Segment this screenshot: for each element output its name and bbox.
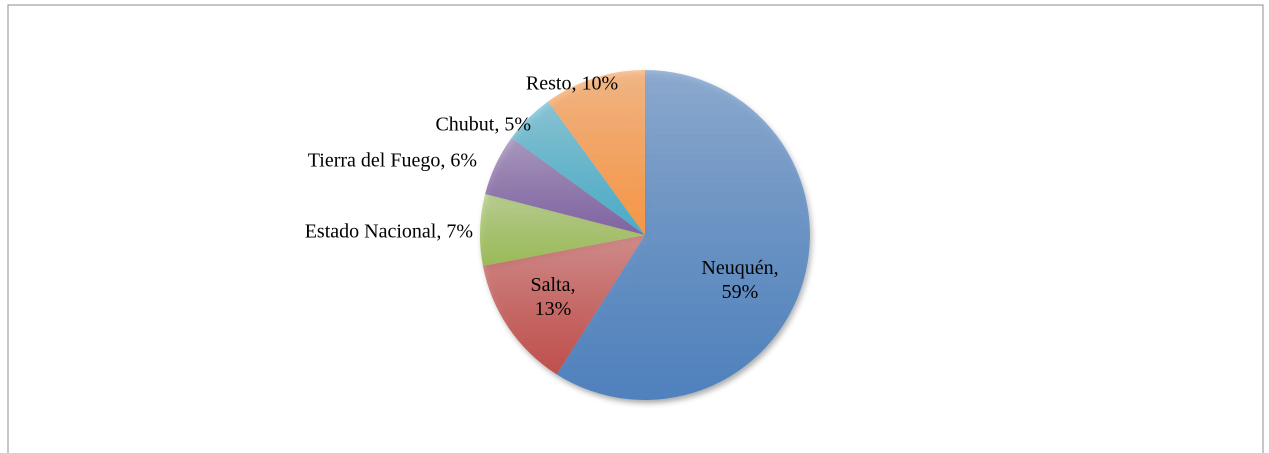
data-label: Resto, 10% (526, 73, 618, 95)
pie-slice (511, 101, 645, 235)
pie-slice (485, 138, 645, 235)
chart-frame (7, 4, 1264, 453)
data-label: Salta, 13% (531, 274, 576, 320)
data-label: Estado Nacional, 7% (305, 221, 473, 243)
pie-slice (480, 193, 645, 266)
pie (480, 70, 810, 400)
pie-slice (556, 70, 810, 400)
label-line: Salta, (531, 274, 576, 296)
data-label: Chubut, 5% (435, 114, 531, 136)
label-line: 13% (535, 298, 572, 320)
data-label: Tierra del Fuego, 6% (308, 150, 477, 172)
pie-slice (548, 70, 645, 235)
data-label: Neuquén, 59% (701, 257, 778, 303)
pie-slice (482, 235, 645, 375)
label-line: Neuquén, (701, 257, 778, 279)
label-line: 59% (722, 281, 759, 303)
